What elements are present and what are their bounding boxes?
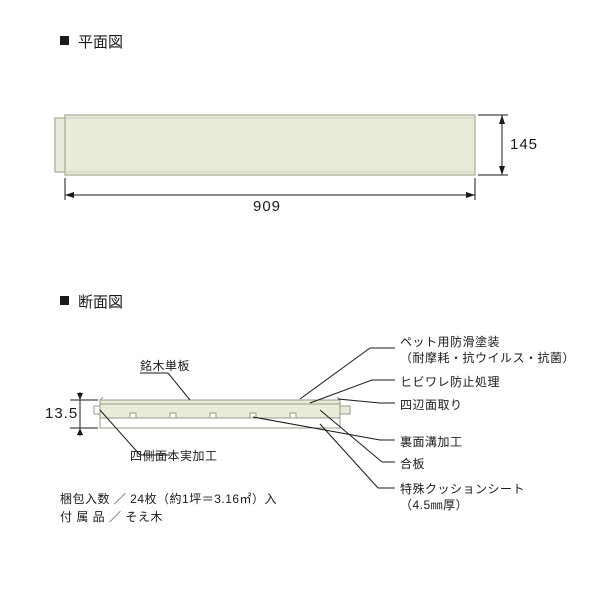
spec-line-1: 梱包入数 ／ 24枚（約1坪＝3.16㎡）入 xyxy=(60,490,277,507)
callout-plywood: 合板 xyxy=(400,455,425,472)
callout-crack: ヒビワレ防止処理 xyxy=(400,373,500,390)
label-side-process: 四側面本実加工 xyxy=(130,447,218,464)
label-veneer: 銘木単板 xyxy=(140,357,190,374)
callout-coating-line1: ペット用防滑塗装 xyxy=(400,333,500,350)
callout-cushion-line1: 特殊クッションシート xyxy=(400,480,525,497)
callout-chamfer: 四辺面取り xyxy=(400,396,463,413)
callout-coating-line2: （耐摩耗・抗ウイルス・抗菌） xyxy=(400,349,575,366)
dim-thickness: 13.5 xyxy=(45,405,78,422)
callout-back-groove: 裏面溝加工 xyxy=(400,433,463,450)
spec-line-2: 付 属 品 ／ そえ木 xyxy=(60,508,163,525)
callout-cushion-line2: （4.5㎜厚） xyxy=(400,496,468,513)
